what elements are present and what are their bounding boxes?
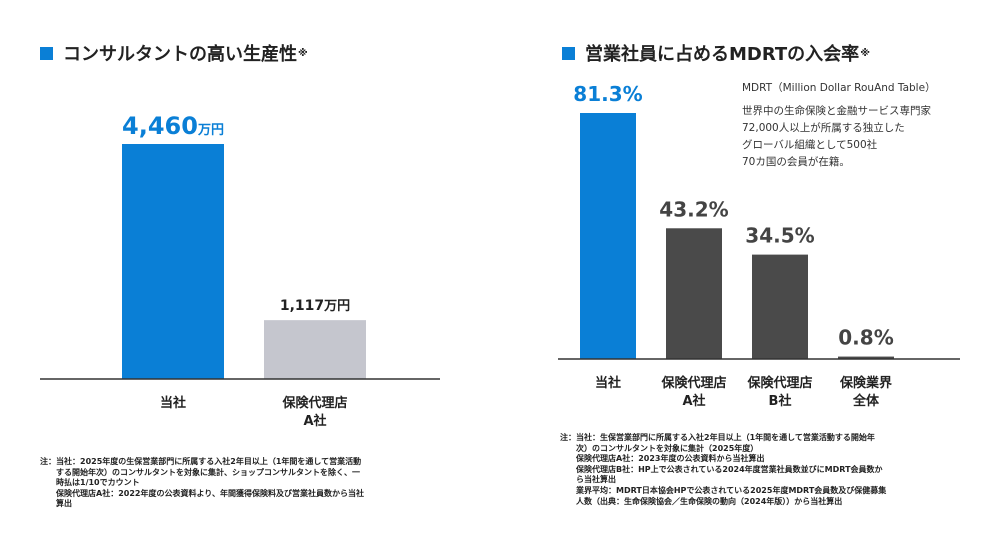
productivity-panel: コンサルタントの高い生産性 ※ 4,460万円当社 1,117万円 保険代理店 A社 注… [0,0,480,555]
category-label-2: B社 [769,393,792,409]
productivity-note: 注：当社：2025年度の生保営業部門に所属する入社2年目以上（1年間を通して営業… [40,457,460,510]
mdrt-bar-chart: 81.3% 当社 43.2% 保険代理店 A社 34.5% 保険代理店 B社 0.8% 保険業界全… [558,82,960,409]
note-line: する開始年次）のコンサルタントを対象に集計、ショップコンサルタントを除く、一 [40,467,360,477]
value-label-3: 0.8% [838,326,893,350]
note-line: 業界平均：MDRT日本協会HPで公表されている2025年度MDRT会員数及び保健… [560,485,887,495]
note-line: 保険代理店B社：HP上で公表されている2024年度営業社員数並びにMDRT会員数… [560,464,883,474]
mdrt-line: 72,000人以上が所属する独立した [742,122,905,134]
bar-3 [838,356,894,359]
note-line: 時払は1/10でカウント [40,478,140,488]
note-line: 注：当社：2025年度の生保営業部門に所属する入社2年目以上（1年間を通して営業… [40,457,362,466]
note-line: ら当社算出 [560,475,616,485]
bar-1 [264,320,366,379]
productivity-title-text: コンサルタントの高い生産性 [63,44,297,65]
category-label-3: 全体 [852,393,880,409]
value-label-0: 4,460万円 [122,112,224,140]
bar-0 [580,113,636,359]
note-line: 算出 [40,499,72,509]
bar-0 [122,144,224,379]
mdrt-line: 世界中の生命保険と金融サービス専門家 [742,105,931,117]
category-label-2: 保険代理店 [746,375,812,391]
title-square-icon [562,46,575,60]
value-label-2: 34.5% [745,224,814,248]
productivity-title-mark: ※ [298,47,308,59]
mdrt-note: 注：当社：生保営業部門に所属する入社2年目以上（1年間を通して営業活動する開始年… [560,433,990,507]
value-label-1: 43.2% [659,197,728,221]
note-line: 人数（出典：生命保険協会／生命保険の動向（2024年版））から当社算出 [560,496,843,506]
category-label-3: 保険業界 [839,375,892,391]
category-label-1: 保険代理店 [660,375,726,391]
mdrt-title-mark: ※ [860,47,870,59]
value-label-0: 81.3% [573,82,642,106]
bar-1 [666,228,722,359]
title-square-icon [40,46,53,60]
note-line: 保険代理店A社：2023年度の公表資料から当社算出 [560,454,765,464]
category-label-0: 当社 [160,395,186,411]
mdrt-panel: 営業社員に占めるMDRTの入会率 ※ MDRT（Million Dollar Ro… [540,0,1000,555]
mdrt-line: グローバル組織として500社 [742,139,878,151]
category-label-1: A社 [682,393,705,409]
note-line: 注：当社：生保営業部門に所属する入社2年目以上（1年間を通して営業活動する開始年 [560,433,875,442]
category-label-1: A社 [303,413,326,429]
category-label-1: 保険代理店 [281,395,347,411]
mdrt-title-text: 営業社員に占めるMDRTの入会率 [585,44,860,65]
category-label-0: 当社 [595,375,621,391]
mdrt-heading: MDRT（Million Dollar RouAnd Table） [742,82,936,94]
mdrt-description: MDRT（Million Dollar RouAnd Table） 世界中の生命… [742,80,982,171]
note-line: 次）のコンサルタントを対象に集計（2025年度） [560,443,759,453]
bar-2 [752,254,808,359]
mdrt-title: 営業社員に占めるMDRTの入会率 ※ [562,40,870,66]
productivity-title: コンサルタントの高い生産性 ※ [40,40,308,66]
note-line: 保険代理店A社：2022年度の公表資料より、年間獲得保険料及び営業社員数から当社 [40,488,364,498]
mdrt-line: 70カ国の会員が在籍。 [742,156,850,168]
value-label-1: 1,117万円 [280,298,350,314]
